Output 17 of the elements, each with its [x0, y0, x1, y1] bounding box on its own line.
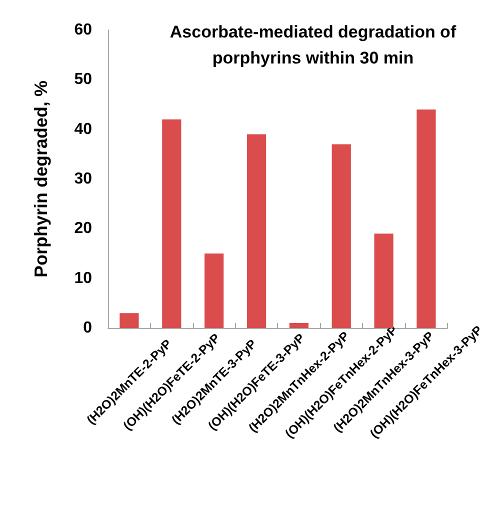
bar	[204, 254, 224, 328]
bar	[332, 144, 351, 328]
bar	[416, 109, 436, 328]
y-tick-label: 50	[74, 71, 92, 88]
chart-title: Ascorbate-mediated degradation of porphyrins within 30 min	[170, 22, 456, 68]
y-axis-title: Porphyrin degraded, %	[31, 80, 51, 278]
y-tick-label: 0	[83, 320, 92, 336]
y-tick-label: 20	[74, 220, 92, 238]
bar	[120, 313, 139, 328]
y-tick-label: 10	[74, 270, 92, 287]
bar	[374, 234, 394, 328]
y-tick-label: 40	[74, 120, 92, 138]
y-tick-label: 60	[74, 22, 92, 38]
bar	[162, 119, 182, 328]
bar	[246, 134, 266, 328]
y-tick-label: 30	[74, 170, 92, 188]
bar	[289, 323, 308, 328]
